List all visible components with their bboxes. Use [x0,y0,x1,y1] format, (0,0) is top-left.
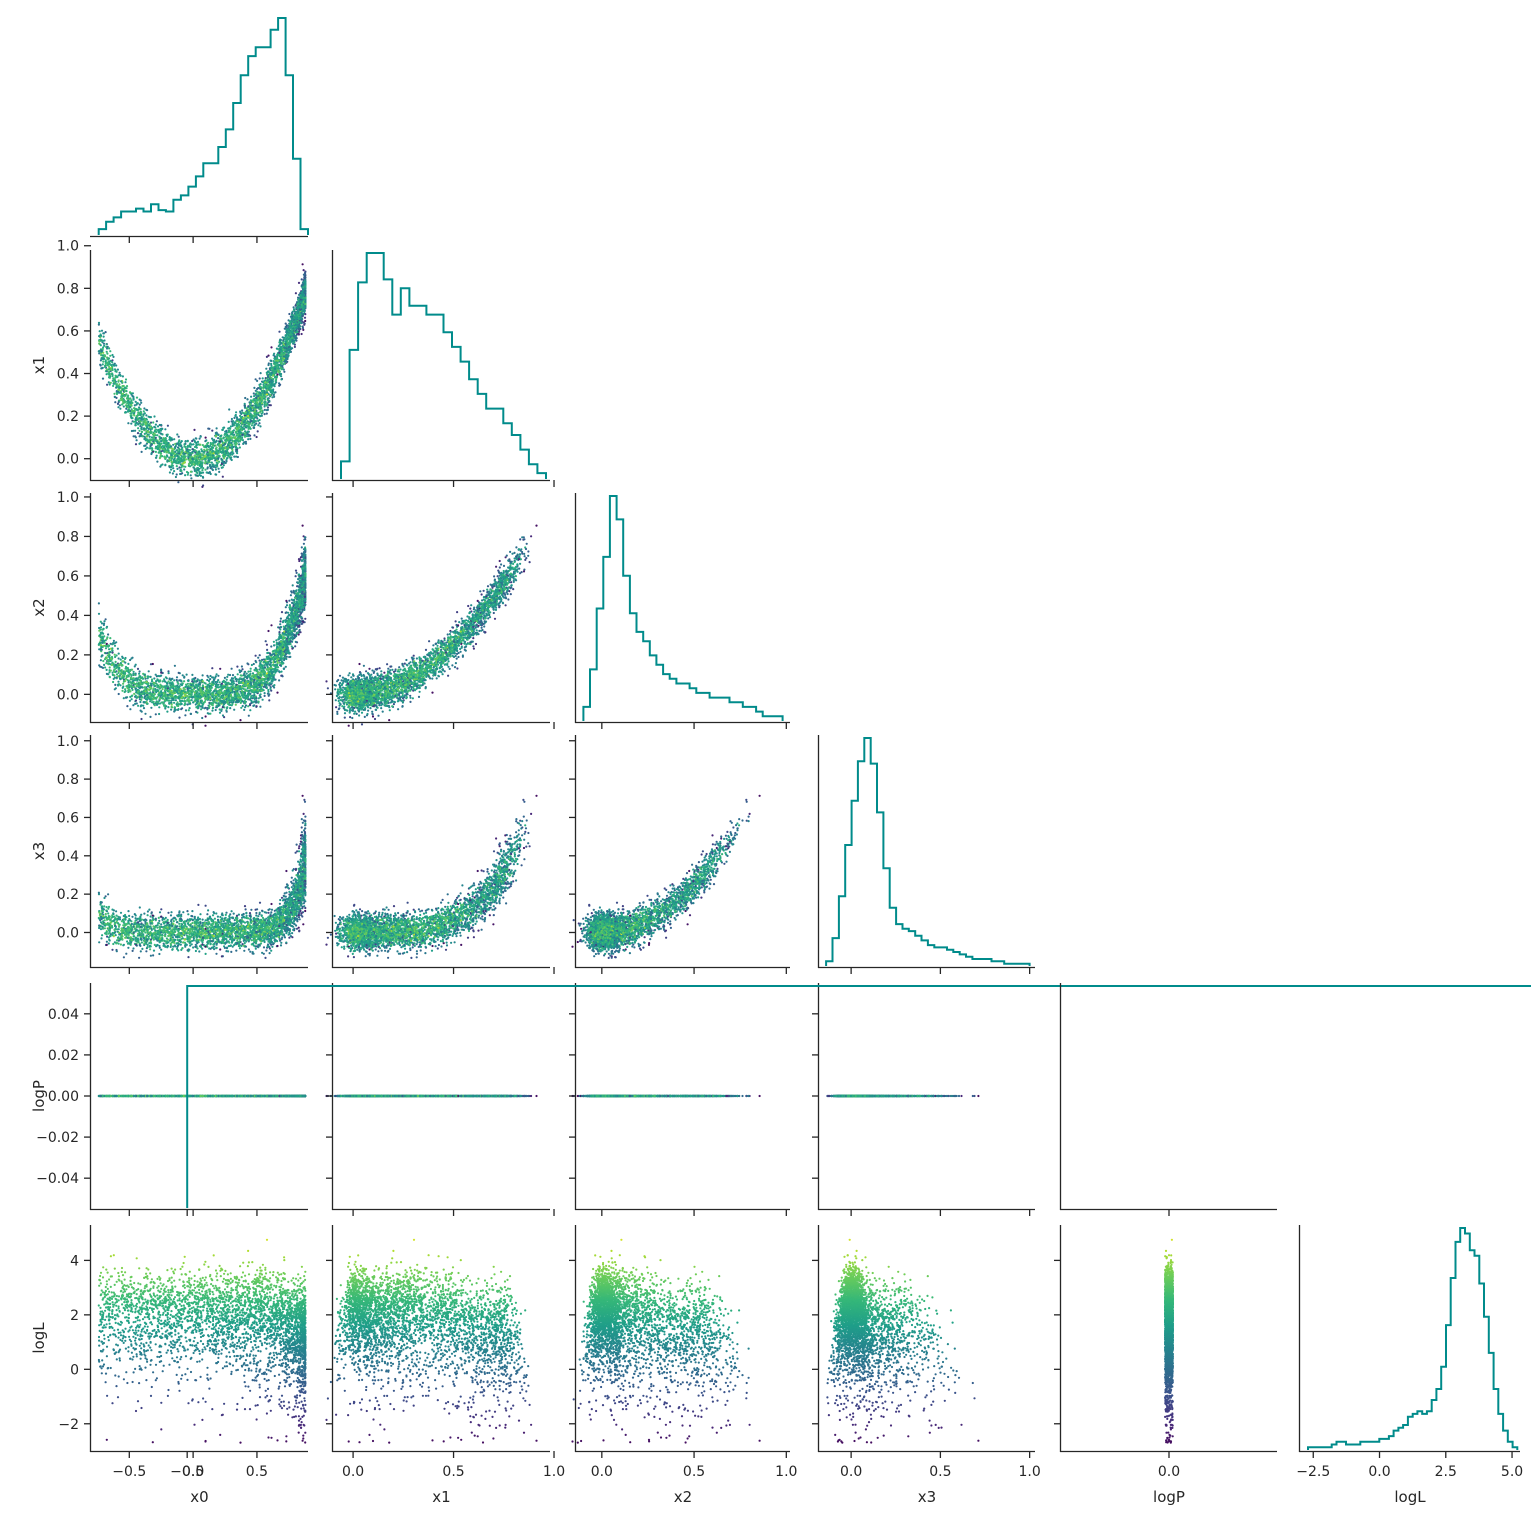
point [231,454,233,456]
point [141,451,143,453]
panel-x0-vs-x0 [90,18,308,243]
point [169,471,171,473]
point [195,437,197,439]
point [302,263,304,265]
point [177,481,179,483]
point [257,424,259,426]
point [253,395,255,397]
point [155,451,157,453]
point [103,336,105,338]
point [215,468,217,470]
point [190,471,192,473]
point [173,470,175,472]
point [122,375,124,377]
point [117,369,119,371]
point [176,465,178,467]
x-axis-x0-x0 [90,236,308,243]
panel-x1-vs-x0: 0.00.20.40.60.81.0x1 [30,239,308,488]
point [117,406,119,408]
point [186,446,188,448]
point [203,449,205,451]
point [178,466,180,468]
point [241,409,243,411]
point [295,292,297,294]
point [267,406,269,408]
point [172,467,174,469]
histogram-x0 [99,18,308,235]
point [155,424,157,426]
point [222,466,224,468]
point [247,438,249,440]
point [183,468,185,470]
point [223,464,225,466]
point [230,425,232,427]
point [164,428,166,430]
point [293,308,295,310]
corner-plot: 0.00.20.40.60.81.0x10.00.20.40.60.81.0x2… [0,0,1531,1513]
point [193,429,195,431]
point [273,360,275,362]
point [201,469,203,471]
point [98,343,100,345]
point [102,363,104,365]
point [106,384,108,386]
point [288,313,290,315]
